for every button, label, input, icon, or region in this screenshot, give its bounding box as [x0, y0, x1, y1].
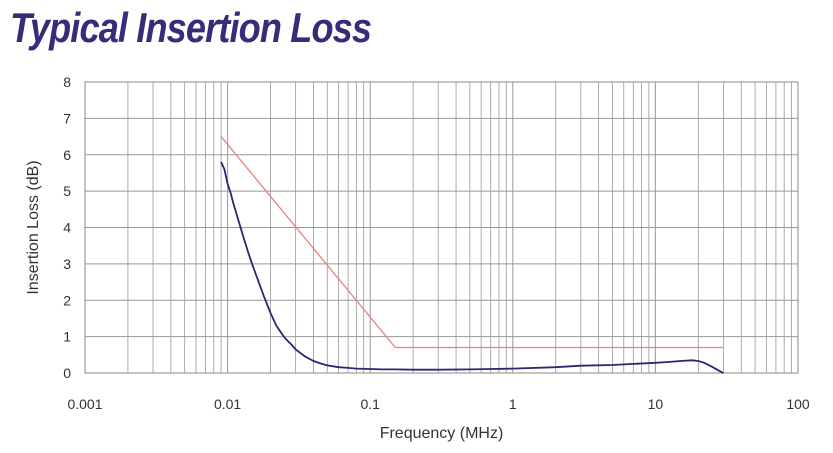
- x-tick-label: 0.1: [360, 396, 380, 412]
- x-tick-labels: 0.001 0.01 0.1 1 10 100: [67, 396, 809, 412]
- y-tick-label: 5: [63, 183, 71, 199]
- x-tick-label: 0.01: [214, 396, 241, 412]
- chart-series: [220, 136, 724, 374]
- y-tick-label: 0: [63, 365, 71, 381]
- limit-line: [220, 136, 724, 349]
- x-tick-label: 10: [648, 396, 664, 412]
- x-tick-label: 0.001: [67, 396, 102, 412]
- y-tick-label: 8: [63, 74, 71, 90]
- x-axis-label: Frequency (MHz): [380, 425, 504, 442]
- chart-title: Typical Insertion Loss: [10, 4, 372, 51]
- y-tick-label: 4: [63, 220, 71, 236]
- chart-grid: [84, 81, 799, 374]
- y-tick-label: 7: [63, 110, 71, 126]
- y-tick-label: 6: [63, 147, 71, 163]
- x-tick-label: 100: [786, 396, 810, 412]
- y-axis-label: Insertion Loss (dB): [25, 160, 42, 294]
- x-tick-label: 1: [509, 396, 517, 412]
- y-tick-label: 1: [63, 329, 71, 345]
- plot-border: [84, 81, 799, 374]
- measured-loss-line: [220, 161, 724, 374]
- y-tick-label: 2: [63, 292, 71, 308]
- y-tick-label: 3: [63, 256, 71, 272]
- y-tick-labels: 0 1 2 3 4 5 6 7 8: [63, 74, 71, 381]
